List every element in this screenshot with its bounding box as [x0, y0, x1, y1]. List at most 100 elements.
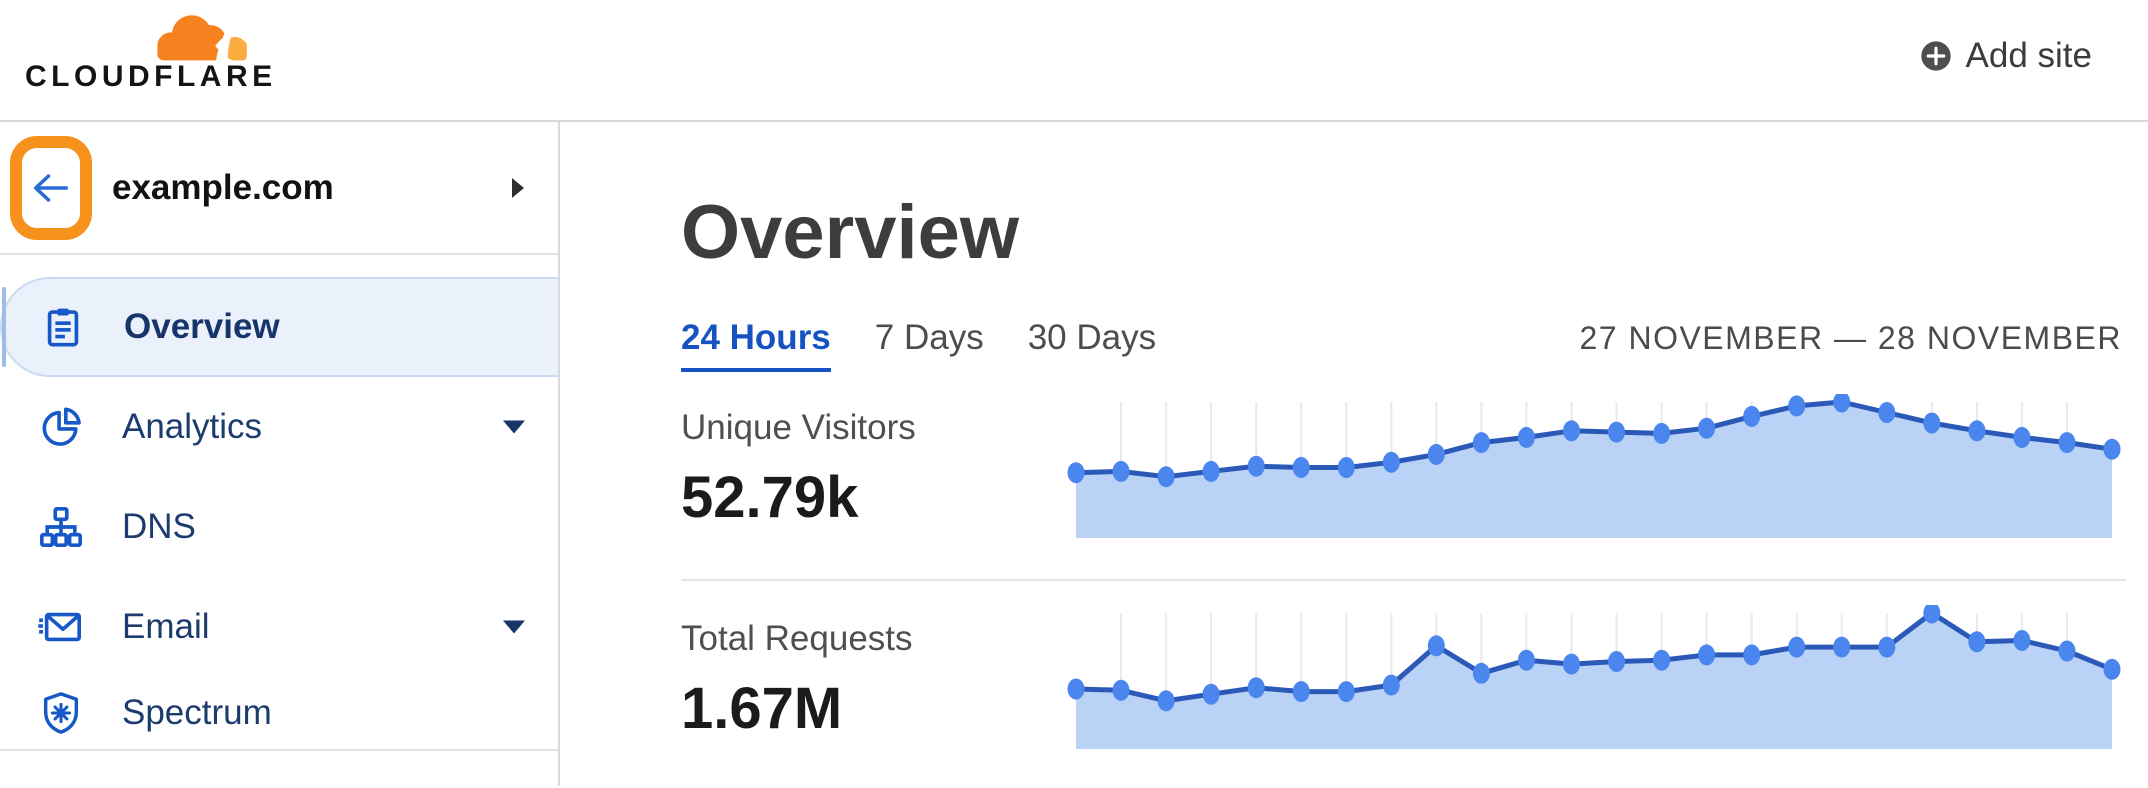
data-point[interactable] [1517, 426, 1535, 448]
area-fill [1076, 612, 2112, 749]
add-site-button[interactable]: Add site [1920, 36, 2092, 76]
sidebar-item-label: Spectrum [122, 693, 272, 732]
metric-label: Total Requests [681, 618, 913, 658]
data-point[interactable] [2013, 426, 2031, 448]
active-indicator [2, 287, 6, 367]
area-fill [1076, 401, 2112, 538]
data-point[interactable] [1382, 451, 1400, 473]
data-point[interactable] [1788, 636, 1806, 658]
data-point[interactable] [1157, 689, 1175, 711]
data-point[interactable] [1427, 443, 1445, 465]
data-point[interactable] [2103, 438, 2121, 460]
unique-visitors-chart[interactable] [1066, 393, 2126, 539]
data-point[interactable] [1292, 456, 1310, 478]
data-point[interactable] [1112, 679, 1130, 701]
data-point[interactable] [1067, 678, 1085, 700]
data-point[interactable] [1563, 419, 1580, 441]
data-point[interactable] [1517, 649, 1535, 671]
sitemap-icon [38, 504, 84, 550]
back-button-highlight [10, 136, 92, 240]
data-point[interactable] [1743, 643, 1761, 665]
site-name[interactable]: example.com [112, 167, 334, 207]
sidebar-item-overview[interactable]: Overview [0, 277, 558, 377]
page-title: Overview [681, 190, 1019, 275]
sidebar-item-label: Analytics [122, 407, 263, 446]
back-arrow-icon[interactable] [30, 171, 72, 205]
data-point[interactable] [2013, 629, 2031, 651]
shield-spectrum-icon [38, 690, 84, 736]
total-requests-chart[interactable] [1066, 604, 2126, 750]
sidebar-nav: Overview Analytics [0, 255, 558, 749]
email-icon [38, 604, 84, 650]
data-point[interactable] [1427, 634, 1445, 656]
data-point[interactable] [1337, 456, 1355, 478]
sidebar-item-label: Overview [124, 307, 280, 346]
cloudflare-logo[interactable]: CLOUDFLARE [0, 0, 290, 120]
data-point[interactable] [1472, 662, 1490, 684]
sidebar-item-analytics[interactable]: Analytics [0, 377, 558, 477]
data-point[interactable] [1292, 680, 1310, 702]
data-point[interactable] [1608, 421, 1625, 443]
data-point[interactable] [1788, 394, 1806, 416]
data-point[interactable] [1878, 401, 1896, 423]
data-point[interactable] [1968, 419, 1986, 441]
data-point[interactable] [1923, 412, 1941, 434]
data-point[interactable] [1653, 649, 1671, 671]
sidebar-item-label: DNS [122, 507, 196, 546]
data-point[interactable] [1743, 405, 1761, 427]
data-point[interactable] [1157, 465, 1175, 487]
data-point[interactable] [1833, 636, 1851, 658]
data-point[interactable] [1337, 680, 1355, 702]
cloudflare-wordmark: CLOUDFLARE [25, 60, 277, 93]
data-point[interactable] [1608, 650, 1625, 672]
unique-visitors-section: Unique Visitors 52.79k [681, 393, 2126, 539]
sidebar-item-dns[interactable]: DNS [0, 477, 558, 577]
data-point[interactable] [2103, 658, 2121, 680]
data-point[interactable] [1833, 393, 1851, 413]
data-point[interactable] [2058, 431, 2076, 453]
metric-value: 1.67M [681, 675, 843, 741]
sidebar-item-spectrum[interactable]: Spectrum [0, 677, 558, 749]
tab-7-days[interactable]: 7 Days [874, 317, 984, 357]
pie-chart-icon [38, 404, 84, 450]
data-point[interactable] [1653, 422, 1671, 444]
chevron-right-icon[interactable] [511, 177, 525, 199]
sidebar-item-email[interactable]: Email [0, 577, 558, 677]
data-point[interactable] [1923, 604, 1941, 624]
data-point[interactable] [2058, 640, 2076, 662]
section-divider [681, 578, 2126, 581]
cloudflare-cloud-icon [157, 15, 247, 61]
data-point[interactable] [1247, 676, 1265, 698]
data-point[interactable] [1563, 653, 1580, 675]
sidebar-item-label: Email [122, 607, 210, 646]
top-bar: CLOUDFLARE Add site [0, 0, 2148, 122]
data-point[interactable] [1472, 431, 1490, 453]
data-point[interactable] [1202, 683, 1220, 705]
sidebar-section-divider [0, 749, 558, 785]
data-point[interactable] [1968, 630, 1986, 652]
tab-30-days[interactable]: 30 Days [1027, 317, 1157, 357]
time-range-tabs: 24 Hours 7 Days 30 Days [681, 318, 1156, 372]
data-point[interactable] [1067, 461, 1085, 483]
site-selector-row: example.com [0, 122, 558, 255]
data-point[interactable] [1112, 460, 1130, 482]
chevron-down-icon[interactable] [503, 620, 525, 634]
area-chart-svg [1067, 393, 2121, 538]
data-point[interactable] [1698, 643, 1716, 665]
metric-value: 52.79k [681, 464, 859, 530]
add-site-label: Add site [1965, 36, 2092, 75]
data-point[interactable] [1698, 417, 1716, 439]
total-requests-section: Total Requests 1.67M [681, 604, 2126, 750]
metric-label: Unique Visitors [681, 407, 916, 447]
data-point[interactable] [1247, 455, 1265, 477]
data-point[interactable] [1202, 460, 1220, 482]
clipboard-icon [40, 304, 86, 350]
plus-icon [1920, 41, 1951, 71]
data-point[interactable] [1878, 636, 1896, 658]
sidebar: example.com [0, 122, 560, 786]
area-chart-svg [1067, 604, 2121, 749]
chevron-down-icon[interactable] [503, 420, 525, 434]
data-point[interactable] [1382, 674, 1400, 696]
tab-24-hours[interactable]: 24 Hours [681, 318, 831, 372]
